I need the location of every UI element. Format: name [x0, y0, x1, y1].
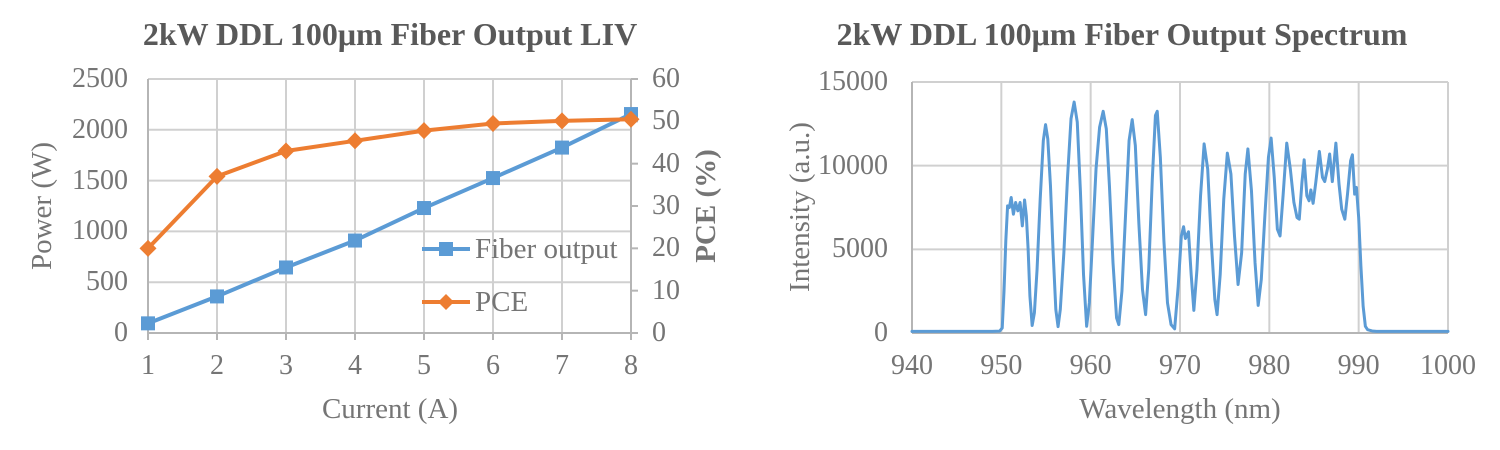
spectrum-y-tick-label: 10000	[818, 149, 888, 181]
spectrum-x-tick-label: 940	[891, 350, 933, 381]
spectrum-y-axis-title: Intensity (a.u.)	[784, 122, 816, 292]
liv-y-right-tick-label: 20	[652, 232, 680, 264]
pce-marker	[622, 110, 640, 128]
liv-x-tick-label: 2	[210, 350, 224, 381]
spectrum-x-tick-label: 950	[980, 350, 1023, 381]
liv-y-axis-title-power: Power (W)	[26, 141, 58, 271]
fiber-output-marker	[417, 201, 431, 216]
fiber-output-marker	[555, 140, 569, 155]
liv-x-tick-label: 1	[141, 350, 155, 381]
fiber-output-marker	[486, 171, 500, 186]
spectrum-x-tick-label: 1000	[1420, 350, 1476, 381]
spectrum-x-tick-label: 970	[1159, 350, 1201, 381]
pce-marker	[553, 112, 571, 130]
pce-marker	[415, 122, 433, 140]
pce-marker	[208, 167, 226, 185]
liv-x-tick-label: 7	[555, 350, 569, 381]
fiber-output-marker	[141, 316, 155, 331]
liv-x-axis-title: Current (A)	[321, 393, 459, 425]
liv-y-left-tick-label: 2500	[72, 63, 128, 94]
liv-x-tick-label: 3	[279, 350, 293, 381]
liv-y-left-tick-label: 2000	[72, 113, 128, 145]
spectrum-x-tick-label: 990	[1337, 350, 1380, 381]
legend-label-fiber-output: Fiber output	[475, 233, 618, 265]
liv-x-tick-label: 6	[486, 350, 500, 381]
pce-marker	[346, 132, 364, 150]
liv-y-right-tick-label: 60	[652, 63, 680, 94]
pce-marker	[277, 142, 295, 160]
spectrum-x-axis-title: Wavelength (nm)	[1079, 393, 1281, 425]
liv-y-left-tick-label: 500	[86, 266, 128, 298]
liv-x-tick-label: 5	[417, 350, 431, 381]
legend-marker-diamond-icon	[422, 294, 470, 310]
pce-line	[146, 117, 633, 251]
liv-y-right-tick-label: 50	[652, 105, 680, 137]
legend-marker-square-icon	[422, 242, 470, 256]
liv-y-right-tick-label: 10	[652, 274, 680, 306]
liv-chart-title: 2kW DDL 100μm Fiber Output LIV	[142, 16, 638, 52]
legend-item-fiber-output: Fiber output	[422, 232, 618, 266]
fiber-output-marker	[348, 233, 362, 248]
liv-x-tick-label: 8	[624, 350, 638, 381]
spectrum-line	[910, 100, 1450, 333]
liv-y-left-tick-label: 1000	[72, 215, 128, 247]
legend-label-pce: PCE	[475, 286, 529, 318]
fiber-output-line	[146, 112, 633, 326]
spectrum-y-tick-label: 15000	[818, 66, 888, 97]
spectrum-x-tick-label: 980	[1248, 350, 1291, 381]
fiber-output-marker	[210, 289, 224, 304]
spectrum-chart-title: 2kW DDL 100μm Fiber Output Spectrum	[836, 16, 1408, 52]
liv-x-tick-label: 4	[348, 350, 362, 381]
spectrum-y-tick-label: 5000	[832, 233, 888, 265]
pce-marker	[139, 239, 157, 257]
liv-y-left-tick-label: 1500	[72, 164, 128, 196]
pce-marker	[484, 114, 502, 132]
fiber-output-marker	[279, 260, 293, 275]
liv-y-left-tick-label: 0	[114, 317, 128, 348]
liv-y-right-tick-label: 40	[652, 147, 680, 179]
spectrum-x-tick-label: 960	[1069, 350, 1112, 381]
liv-y-right-tick-label: 30	[652, 190, 680, 221]
liv-y-right-tick-label: 0	[652, 317, 666, 348]
legend-item-pce: PCE	[422, 285, 528, 319]
spectrum-y-tick-label: 0	[874, 317, 888, 348]
